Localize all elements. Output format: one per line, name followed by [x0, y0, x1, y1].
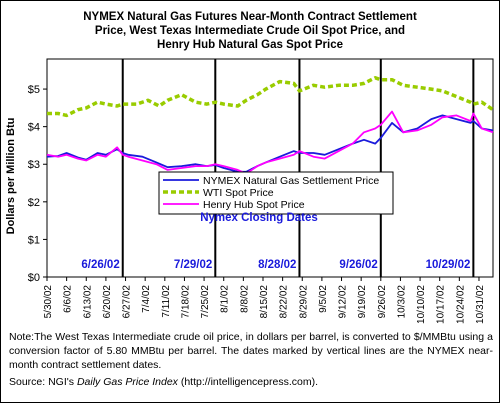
- x-tick-label: 9/12/02: [338, 285, 349, 319]
- x-tick-label: 8/8/02: [239, 285, 250, 313]
- x-tick-label: 6/13/02: [82, 285, 93, 319]
- x-tick-label: 10/17/02: [436, 285, 447, 324]
- x-tick-label: 7/11/02: [161, 285, 172, 318]
- closing-dates-label: Nymex Closing Dates: [200, 212, 318, 224]
- x-tick-label: 8/29/02: [298, 285, 309, 319]
- x-tick-label: 10/3/02: [396, 285, 407, 319]
- x-tick-label: 8/1/02: [220, 285, 231, 313]
- legend-label: WTI Spot Price: [203, 187, 274, 199]
- y-tick-label: $3: [28, 159, 40, 171]
- plot-area: [46, 58, 494, 278]
- y-tick-label: $1: [28, 234, 40, 246]
- x-tick-label: 5/30/02: [43, 285, 54, 319]
- x-tick-label: 9/19/02: [357, 285, 368, 319]
- series-line: [46, 110, 494, 175]
- x-tick-label: 6/6/02: [63, 285, 74, 313]
- x-tick-label: 9/26/02: [377, 285, 388, 319]
- legend-label: NYMEX Natural Gas Settlement Price: [203, 175, 379, 187]
- chart-title-line: Price, West Texas Intermediate Crude Oil…: [95, 25, 405, 37]
- chart-title-line: NYMEX Natural Gas Futures Near-Month Con…: [83, 11, 417, 23]
- x-tick-label: 10/10/02: [416, 285, 427, 324]
- x-tick-label: 10/24/02: [455, 285, 466, 324]
- source-prefix: Source: NGI's: [9, 376, 77, 388]
- y-tick-label: $0: [28, 272, 40, 284]
- closing-date-label: 7/29/02: [174, 259, 212, 271]
- closing-date-labels: 6/26/02 7/29/02 8/28/02 9/26/02 10/29/02: [81, 259, 470, 271]
- x-tick-label: 7/4/02: [141, 285, 152, 313]
- closing-date-label: 9/26/02: [339, 259, 377, 271]
- x-tick-label: 8/15/02: [259, 285, 270, 319]
- series-layer: [46, 76, 494, 175]
- closing-date-label: 8/28/02: [258, 259, 296, 271]
- y-tick-label: $5: [28, 84, 40, 96]
- closing-date-label: 6/26/02: [81, 259, 119, 271]
- y-tick-label: $2: [28, 197, 40, 209]
- x-axis: 5/30/02 6/6/02 6/13/02 6/20/02 6/27/02 7/4/02…: [43, 277, 486, 324]
- chart-title: NYMEX Natural Gas Futures Near-Month Con…: [83, 11, 417, 51]
- closing-date-label: 10/29/02: [426, 259, 471, 271]
- footer-note: Note:The West Texas Intermediate crude o…: [9, 331, 493, 371]
- x-tick-label: 7/18/02: [180, 285, 191, 319]
- source-title: Daily Gas Price Index: [76, 376, 178, 388]
- chart-title-line: Henry Hub Natural Gas Spot Price: [157, 39, 343, 51]
- y-axis-label: Dollars per Million Btu: [5, 118, 17, 235]
- footer-source: Source: NGI's Daily Gas Price Index (htt…: [9, 375, 493, 389]
- closing-date-lines: [121, 59, 475, 277]
- y-axis: $0 $1 $2 $3 $4 $5: [28, 84, 47, 284]
- chart: NYMEX Natural Gas Futures Near-Month Con…: [5, 11, 494, 324]
- source-suffix: (http://intelligencepress.com).: [177, 376, 318, 388]
- y-tick-label: $4: [28, 122, 40, 134]
- x-tick-label: 10/31/02: [475, 285, 486, 324]
- x-tick-label: 6/27/02: [122, 285, 133, 319]
- legend-label: Henry Hub Spot Price: [203, 199, 305, 211]
- x-tick-label: 7/25/02: [200, 285, 211, 319]
- x-tick-label: 6/20/02: [102, 285, 113, 319]
- x-tick-label: 9/5/02: [318, 285, 329, 313]
- x-tick-label: 8/22/02: [279, 285, 290, 319]
